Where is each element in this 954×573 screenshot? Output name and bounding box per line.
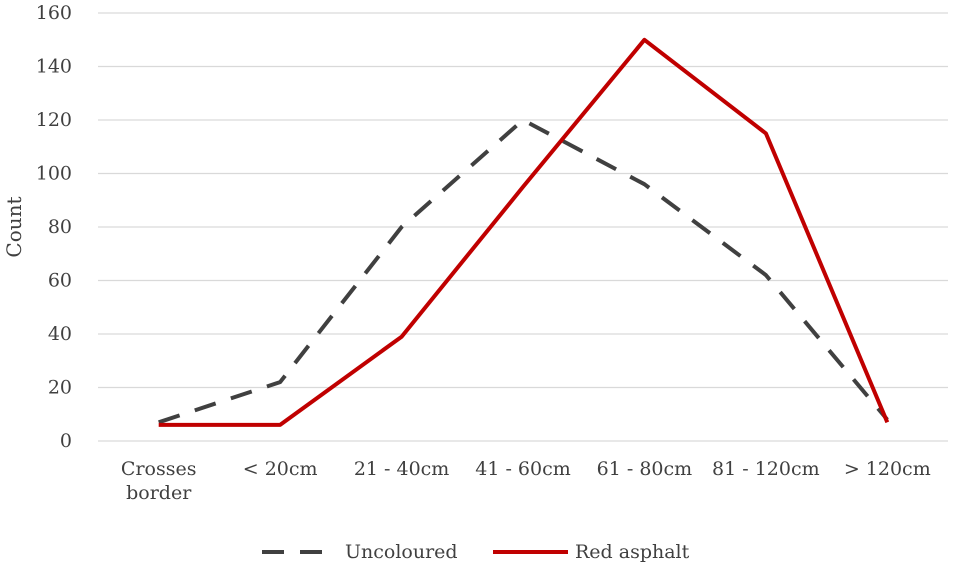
gridlines — [98, 12, 948, 442]
x-tick-label: 41 - 60cm — [475, 458, 571, 480]
x-tick-label: 61 - 80cm — [597, 458, 693, 480]
x-tick-label: 81 - 120cm — [712, 458, 820, 480]
y-tick-label: 20 — [48, 377, 72, 399]
x-tick-label: > 120cm — [844, 458, 931, 480]
y-tick-label: 140 — [36, 56, 72, 78]
y-tick-label: 40 — [48, 323, 72, 345]
legend-label: Uncoloured — [345, 541, 458, 563]
y-axis-ticks: 0 20 40 60 80 100 120 140 160 — [36, 2, 72, 452]
x-tick-label: Crosses border — [121, 458, 197, 504]
y-tick-label: 160 — [36, 2, 72, 24]
series-line-uncoloured — [158, 118, 889, 425]
x-axis-ticks: Crosses border < 20cm 21 - 40cm 41 - 60cm 61 … — [121, 458, 931, 504]
x-tick-label: 21 - 40cm — [354, 458, 450, 480]
series-lines — [158, 37, 890, 427]
legend: Uncoloured Red asphalt — [262, 541, 690, 563]
y-tick-label: 100 — [36, 163, 72, 185]
y-tick-label: 80 — [48, 216, 72, 238]
y-axis-label: Count — [2, 196, 26, 257]
y-tick-label: 0 — [60, 430, 72, 452]
series-line-red-asphalt — [158, 37, 890, 427]
legend-label: Red asphalt — [575, 541, 690, 563]
y-tick-label: 120 — [36, 109, 72, 131]
x-tick-label: < 20cm — [243, 458, 318, 480]
y-tick-label: 60 — [48, 270, 72, 292]
